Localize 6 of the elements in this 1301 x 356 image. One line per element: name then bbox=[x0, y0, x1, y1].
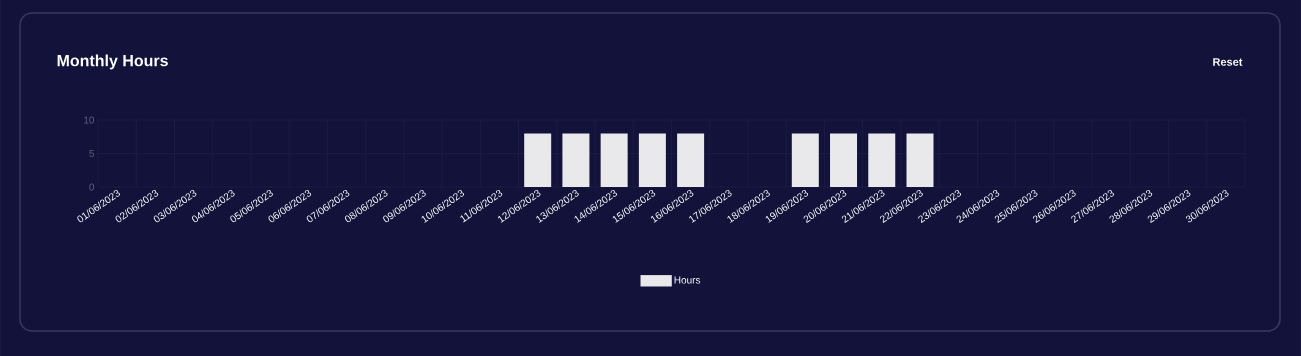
chart-title: Monthly Hours bbox=[57, 54, 168, 70]
y-tick-label: 5 bbox=[89, 150, 95, 157]
text: Reset bbox=[1213, 58, 1243, 66]
y-tick-label: 0 bbox=[89, 183, 95, 191]
y-tick-label: 10 bbox=[84, 116, 95, 124]
legend-label: Hours bbox=[674, 276, 701, 284]
